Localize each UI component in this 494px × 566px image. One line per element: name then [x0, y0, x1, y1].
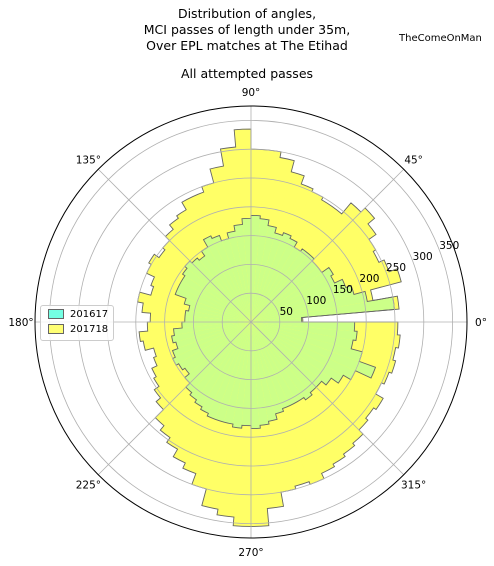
- angle-tick-label: 135°: [76, 154, 101, 166]
- radial-tick-label: 100: [306, 295, 326, 307]
- title-line: Over EPL matches at The Etihad: [146, 38, 348, 53]
- angular-gridline: [250, 321, 405, 476]
- histogram-layer: [137, 128, 402, 527]
- legend-entry-201617: 201617: [48, 309, 108, 321]
- tick-label-layer: 0° 45° 90° 135° 180° 225° 270° 315° 50 100 150 200 2…: [8, 87, 487, 559]
- angular-gridline: [97, 321, 252, 476]
- angular-gridline: [250, 168, 405, 323]
- angle-tick-label: 45°: [404, 154, 423, 166]
- radial-tick-label: 250: [386, 262, 406, 274]
- legend-swatch: [48, 309, 64, 319]
- radial-tick-label: 350: [439, 240, 459, 252]
- legend-swatch: [48, 324, 64, 334]
- angle-tick-label: 225°: [76, 480, 101, 492]
- radial-tick-label: 300: [413, 251, 433, 263]
- legend-label: 201617: [70, 309, 109, 320]
- legend-entry-201718: 201718: [48, 324, 108, 336]
- angle-tick-label: 90°: [242, 87, 261, 99]
- grid-layer: [34, 105, 468, 539]
- chart-title: Distribution of angles, MCI passes of le…: [0, 6, 494, 54]
- chart-subtitle: All attempted passes: [180, 66, 314, 81]
- angle-tick-label: 315°: [401, 480, 426, 492]
- angular-gridline: [97, 168, 252, 323]
- angle-tick-label: 0°: [475, 317, 487, 329]
- watermark: TheComeOnMan: [399, 33, 482, 44]
- legend: 201617 201718: [40, 305, 114, 341]
- title-line: Distribution of angles,: [177, 6, 317, 21]
- radial-tick-label: 200: [359, 273, 379, 285]
- radial-tick-label: 50: [280, 306, 293, 318]
- angle-tick-label: 180°: [8, 317, 33, 329]
- angle-tick-label: 270°: [238, 547, 263, 559]
- title-line: MCI passes of length under 35m,: [143, 22, 351, 37]
- radial-tick-label: 150: [333, 284, 353, 296]
- legend-label: 201718: [70, 324, 109, 335]
- polar-frame: [34, 105, 468, 539]
